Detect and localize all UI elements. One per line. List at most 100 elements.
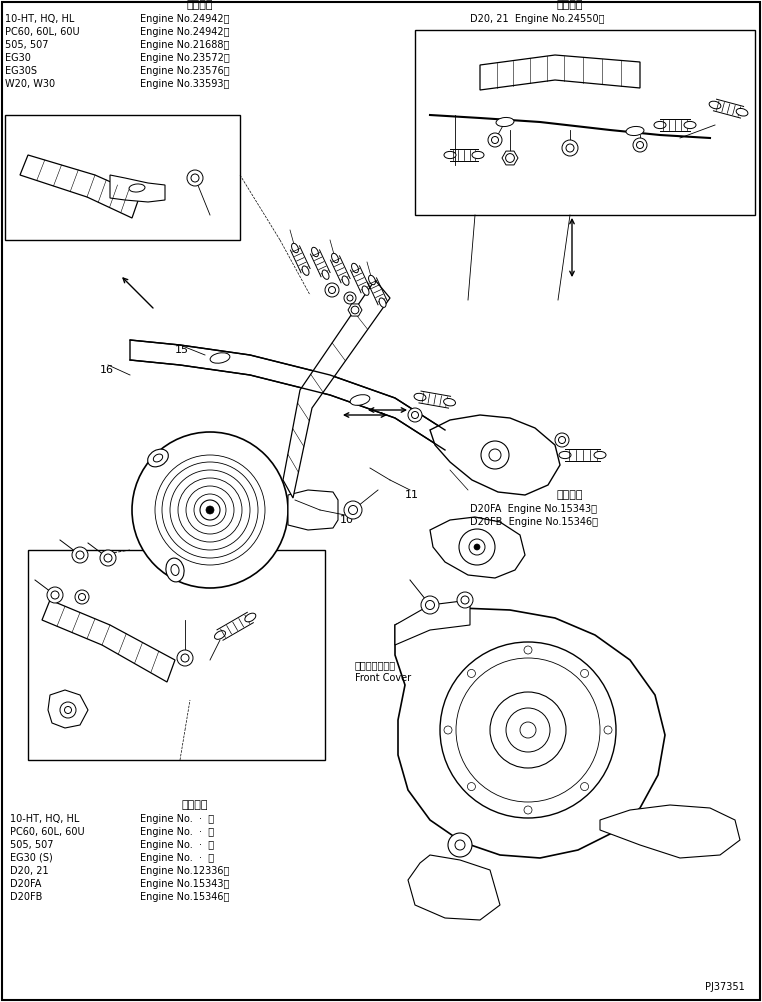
Ellipse shape bbox=[379, 298, 386, 308]
Text: PC60, 60L, 60U: PC60, 60L, 60U bbox=[5, 27, 79, 37]
Text: Front Cover: Front Cover bbox=[355, 673, 411, 683]
Text: 505, 507: 505, 507 bbox=[10, 840, 53, 850]
Circle shape bbox=[581, 669, 588, 677]
Polygon shape bbox=[395, 608, 665, 858]
Ellipse shape bbox=[214, 630, 226, 639]
Circle shape bbox=[421, 596, 439, 614]
Circle shape bbox=[440, 642, 616, 818]
Text: W20, W30: W20, W30 bbox=[5, 79, 55, 89]
Circle shape bbox=[75, 590, 89, 604]
Circle shape bbox=[200, 500, 220, 520]
Polygon shape bbox=[42, 600, 175, 682]
Ellipse shape bbox=[302, 266, 309, 276]
Text: Engine No.15346～: Engine No.15346～ bbox=[140, 892, 229, 902]
Text: D20FB  Engine No.15346～: D20FB Engine No.15346～ bbox=[470, 517, 598, 527]
Ellipse shape bbox=[171, 564, 179, 575]
Ellipse shape bbox=[709, 101, 721, 109]
Bar bbox=[5, 115, 240, 240]
Text: Engine No.21688～: Engine No.21688～ bbox=[140, 40, 229, 50]
Polygon shape bbox=[48, 690, 88, 728]
Text: 11: 11 bbox=[405, 490, 419, 500]
Circle shape bbox=[457, 592, 473, 608]
Circle shape bbox=[206, 506, 214, 514]
Circle shape bbox=[506, 708, 550, 752]
Text: D20, 21: D20, 21 bbox=[10, 866, 49, 876]
Circle shape bbox=[459, 529, 495, 565]
Text: D20FA  Engine No.15343～: D20FA Engine No.15343～ bbox=[470, 504, 597, 514]
Circle shape bbox=[633, 138, 647, 152]
Ellipse shape bbox=[559, 451, 571, 459]
Bar bbox=[415, 30, 755, 215]
Text: 505, 507: 505, 507 bbox=[5, 40, 49, 50]
Ellipse shape bbox=[496, 117, 514, 126]
Circle shape bbox=[344, 501, 362, 519]
Ellipse shape bbox=[369, 276, 376, 285]
Ellipse shape bbox=[444, 151, 456, 158]
Circle shape bbox=[444, 726, 452, 734]
Circle shape bbox=[524, 646, 532, 654]
Circle shape bbox=[72, 547, 88, 563]
Text: 10-HT, HQ, HL: 10-HT, HQ, HL bbox=[10, 814, 79, 824]
Polygon shape bbox=[480, 55, 640, 90]
Text: 16: 16 bbox=[100, 365, 114, 375]
Ellipse shape bbox=[351, 395, 370, 406]
Ellipse shape bbox=[443, 399, 456, 406]
Circle shape bbox=[474, 544, 480, 550]
Circle shape bbox=[524, 806, 532, 814]
Circle shape bbox=[325, 283, 339, 297]
Polygon shape bbox=[430, 517, 525, 578]
Circle shape bbox=[467, 669, 475, 677]
Text: D20FB: D20FB bbox=[10, 892, 43, 902]
Circle shape bbox=[47, 587, 63, 603]
Polygon shape bbox=[395, 600, 470, 645]
Ellipse shape bbox=[362, 286, 369, 296]
Ellipse shape bbox=[322, 270, 329, 280]
Ellipse shape bbox=[626, 126, 644, 135]
Text: Engine No.24942～: Engine No.24942～ bbox=[140, 14, 229, 24]
Ellipse shape bbox=[129, 184, 145, 192]
Ellipse shape bbox=[312, 247, 319, 257]
Text: Engine No.12336～: Engine No.12336～ bbox=[140, 866, 229, 876]
Text: 適用号機: 適用号機 bbox=[557, 490, 583, 500]
Polygon shape bbox=[348, 304, 362, 316]
Ellipse shape bbox=[654, 121, 666, 128]
Text: 適用号機: 適用号機 bbox=[187, 0, 213, 10]
Text: EG30 (S): EG30 (S) bbox=[10, 853, 53, 863]
Ellipse shape bbox=[331, 254, 338, 263]
Circle shape bbox=[60, 702, 76, 718]
Text: EG30S: EG30S bbox=[5, 66, 37, 76]
Text: Engine No.  ·  ～: Engine No. · ～ bbox=[140, 814, 214, 824]
Polygon shape bbox=[110, 175, 165, 202]
Ellipse shape bbox=[351, 264, 358, 273]
Circle shape bbox=[555, 433, 569, 447]
Ellipse shape bbox=[292, 243, 299, 253]
Polygon shape bbox=[502, 151, 518, 165]
Text: Engine No.  ·  ～: Engine No. · ～ bbox=[140, 853, 214, 863]
Ellipse shape bbox=[684, 121, 696, 128]
Ellipse shape bbox=[148, 449, 168, 467]
Circle shape bbox=[448, 833, 472, 857]
Text: PC60, 60L, 60U: PC60, 60L, 60U bbox=[10, 827, 85, 837]
Text: PJ37351: PJ37351 bbox=[706, 982, 745, 992]
Ellipse shape bbox=[736, 108, 748, 116]
Ellipse shape bbox=[594, 451, 606, 459]
Circle shape bbox=[604, 726, 612, 734]
Circle shape bbox=[132, 432, 288, 588]
Circle shape bbox=[581, 783, 588, 791]
Bar bbox=[28, 550, 325, 760]
Circle shape bbox=[481, 441, 509, 469]
Polygon shape bbox=[288, 490, 338, 530]
Text: EG30: EG30 bbox=[5, 53, 31, 63]
Text: フロントカバー: フロントカバー bbox=[355, 660, 396, 670]
Polygon shape bbox=[130, 340, 445, 450]
Circle shape bbox=[467, 783, 475, 791]
Ellipse shape bbox=[210, 353, 230, 363]
Text: 10: 10 bbox=[340, 515, 354, 525]
Text: Engine No.15343～: Engine No.15343～ bbox=[140, 879, 229, 889]
Circle shape bbox=[562, 140, 578, 156]
Text: Engine No.23572～: Engine No.23572～ bbox=[140, 53, 230, 63]
Polygon shape bbox=[430, 415, 560, 495]
Ellipse shape bbox=[342, 276, 349, 286]
Circle shape bbox=[187, 170, 203, 186]
Text: 適用号機: 適用号機 bbox=[557, 0, 583, 10]
